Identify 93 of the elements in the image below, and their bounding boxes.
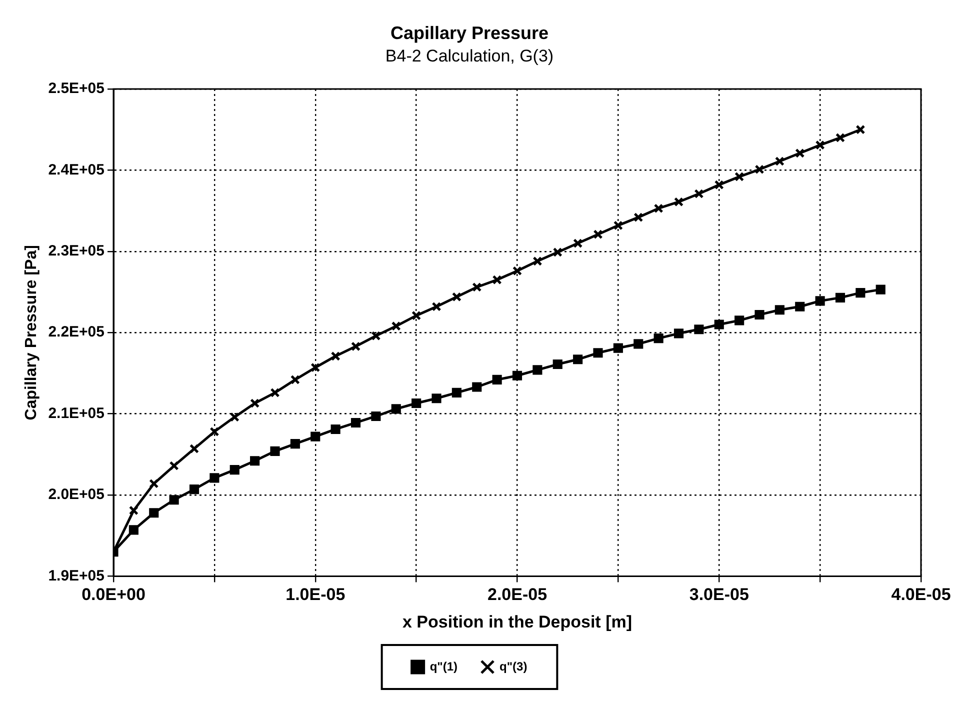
point: [674, 328, 684, 338]
point: [350, 342, 361, 352]
x-tick-label: 4.0E-05: [891, 585, 951, 604]
x-tick-label: 3.0E-05: [689, 585, 749, 604]
point: [573, 238, 583, 248]
point: [734, 316, 744, 326]
point: [593, 348, 603, 358]
point: [613, 343, 623, 353]
point: [815, 296, 825, 306]
point: [714, 320, 724, 330]
point: [654, 204, 664, 214]
point: [250, 398, 260, 408]
point: [189, 484, 200, 494]
point: [452, 292, 462, 302]
point: [472, 382, 482, 392]
legend-label: q"(3): [500, 659, 528, 674]
point: [230, 465, 240, 475]
x-tick-label: 2.0E-05: [487, 585, 548, 604]
y-tick-label: 2.0E+05: [48, 486, 104, 504]
point: [734, 172, 744, 182]
point: [391, 321, 401, 331]
y-tick-label: 2.3E+05: [48, 242, 104, 260]
point: [573, 354, 583, 364]
point: [230, 412, 240, 422]
point: [795, 302, 805, 312]
point: [210, 473, 220, 483]
point: [512, 370, 522, 380]
point: [432, 394, 442, 404]
point: [774, 305, 784, 315]
point: [210, 426, 220, 436]
point: [169, 460, 179, 471]
point: [634, 339, 644, 349]
point: [613, 220, 623, 230]
x-tick-label: 0.0E+00: [82, 585, 146, 604]
point: [310, 432, 320, 442]
point: [371, 411, 381, 422]
point: [856, 124, 866, 134]
point: [432, 302, 442, 312]
point: [774, 156, 784, 166]
point: [552, 359, 562, 370]
point: [674, 197, 684, 207]
point: [310, 362, 320, 372]
x-axis-title: x Position in the Deposit [m]: [402, 612, 632, 632]
point: [532, 365, 542, 375]
point: [149, 508, 159, 518]
chart-title: Capillary Pressure: [390, 22, 549, 43]
point: [169, 495, 179, 505]
point: [815, 140, 825, 150]
y-tick-label: 2.5E+05: [48, 80, 104, 98]
point: [634, 212, 644, 222]
y-tick-label: 2.1E+05: [48, 404, 104, 422]
point: [754, 164, 764, 174]
point: [350, 418, 361, 428]
point: [835, 292, 846, 302]
point: [128, 506, 138, 516]
y-tick-label: 2.4E+05: [48, 161, 104, 178]
point: [552, 247, 562, 257]
point: [795, 148, 805, 158]
point: [754, 310, 764, 320]
point: [391, 404, 401, 414]
chart-subtitle: B4-2 Calculation, G(3): [385, 46, 554, 66]
point: [250, 456, 260, 466]
point: [290, 439, 300, 449]
y-axis-title: Capillary Pressure [Pa]: [23, 245, 40, 420]
point: [694, 324, 704, 334]
point: [472, 282, 482, 292]
point: [835, 132, 846, 143]
point: [189, 444, 200, 454]
point: [654, 334, 664, 344]
point: [412, 398, 422, 408]
point: [270, 446, 280, 456]
point: [492, 275, 502, 285]
point: [694, 188, 704, 199]
point: [270, 388, 280, 398]
point: [876, 284, 886, 294]
point: [512, 266, 522, 276]
point: [856, 288, 866, 298]
point: [452, 388, 462, 398]
point: [593, 230, 603, 240]
point: [532, 256, 542, 266]
y-tick-label: 2.2E+05: [48, 324, 104, 341]
point: [330, 351, 340, 361]
x-tick-label: 1.0E-05: [286, 585, 346, 604]
point: [371, 331, 381, 341]
point: [492, 374, 502, 384]
point: [412, 310, 422, 320]
y-tick-label: 1.9E+05: [48, 567, 104, 584]
point: [128, 525, 138, 535]
point: [714, 180, 724, 190]
legend-label: q"(1): [430, 659, 458, 674]
point: [330, 424, 340, 434]
point: [290, 374, 300, 384]
point: [149, 478, 159, 488]
